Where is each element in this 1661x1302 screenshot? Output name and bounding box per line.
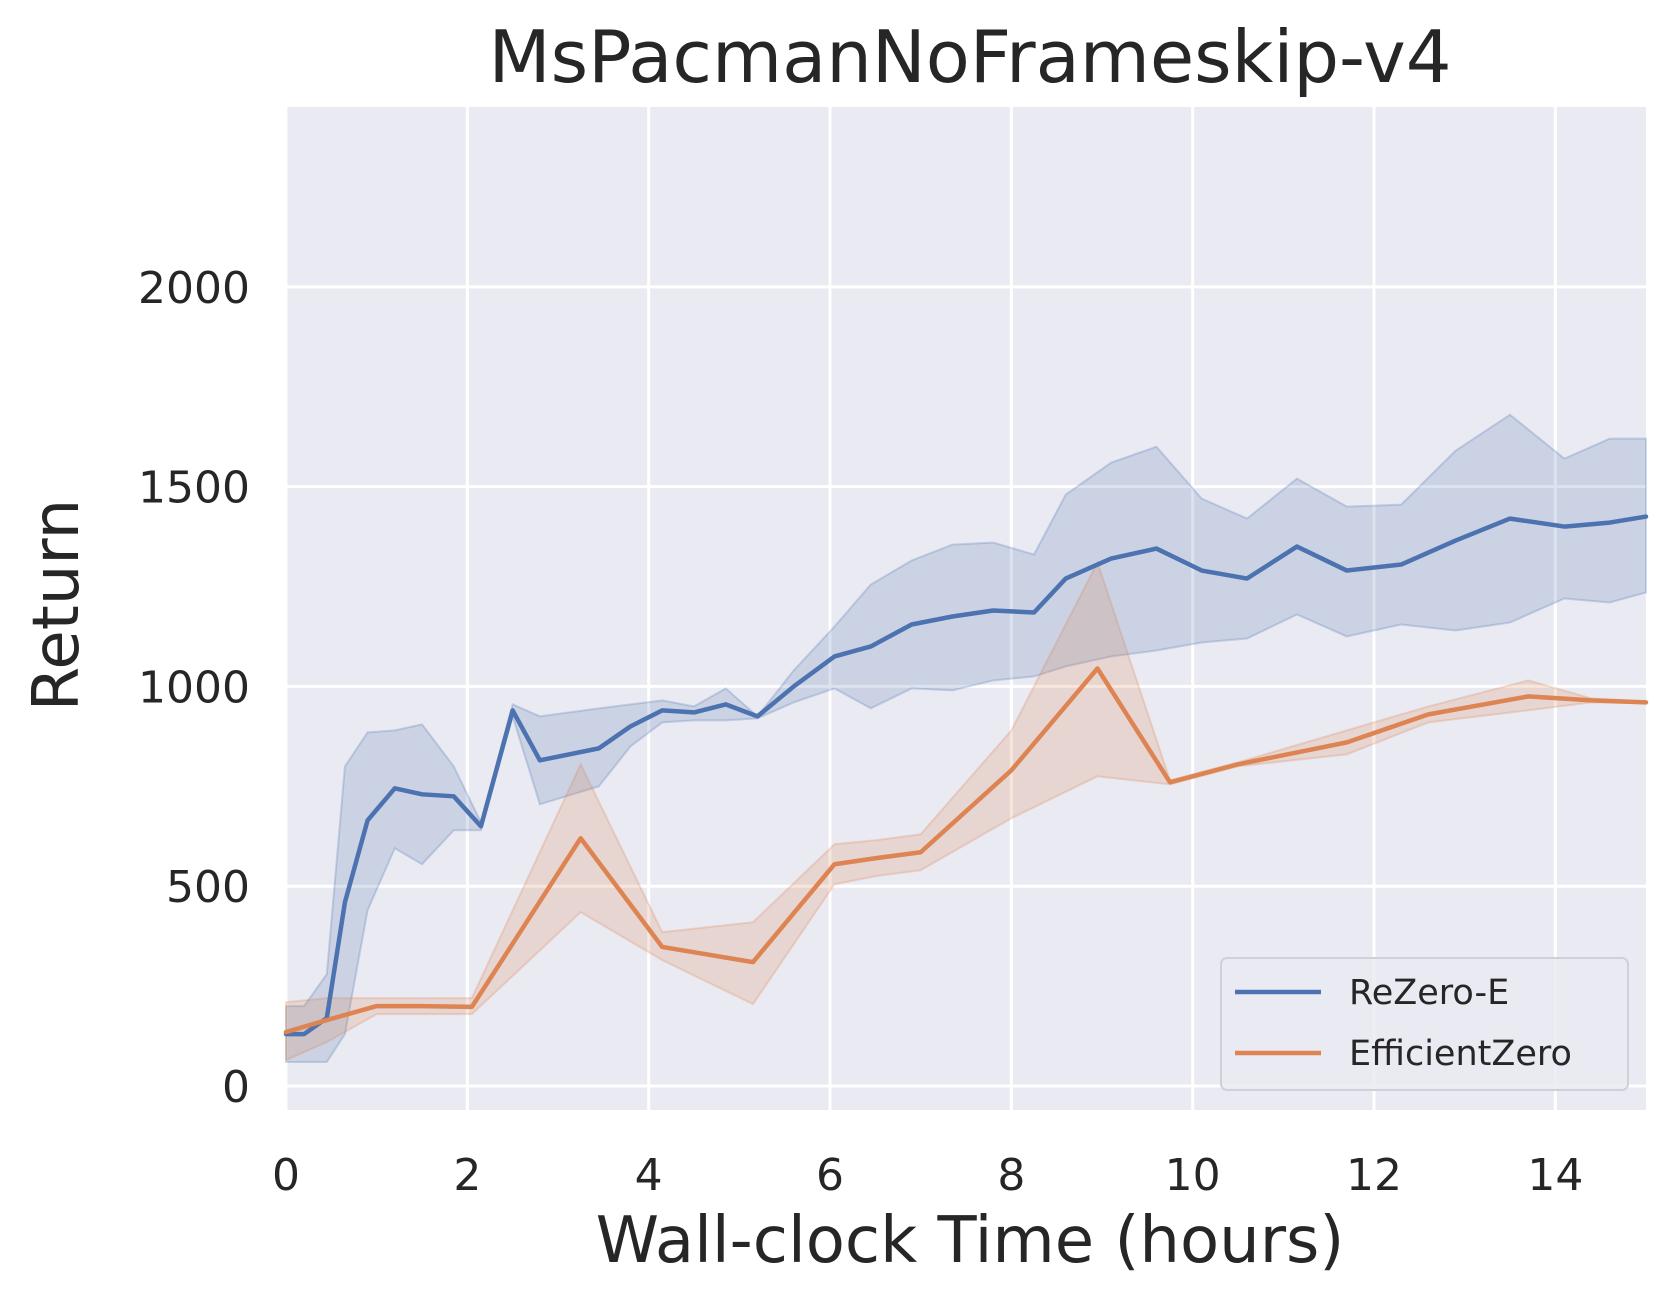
legend: ReZero-E EfficientZero xyxy=(1220,957,1629,1091)
x-axis-label: Wall-clock Time (hours) xyxy=(596,1204,1345,1278)
x-tick-label: 2 xyxy=(453,1150,481,1201)
series-lines xyxy=(283,514,1649,1037)
x-tick-label: 4 xyxy=(635,1150,663,1201)
x-tick-label: 0 xyxy=(272,1150,300,1201)
legend-label: ReZero-E xyxy=(1349,973,1509,1013)
grid xyxy=(284,107,1646,1110)
x-tick-label: 12 xyxy=(1346,1150,1402,1201)
x-tick-label: 10 xyxy=(1165,1150,1221,1201)
rezero-e-line xyxy=(283,514,1649,1037)
x-tick-label: 14 xyxy=(1527,1150,1583,1201)
x-tick-label: 8 xyxy=(997,1150,1025,1201)
legend-label: EfficientZero xyxy=(1349,1034,1572,1074)
x-tick-label: 6 xyxy=(816,1150,844,1201)
chart-title: MsPacmanNoFrameskip-v4 xyxy=(488,15,1451,99)
y-tick-labels: 0 500 1000 1500 2000 xyxy=(138,263,250,1113)
y-axis-label: Return xyxy=(20,499,94,711)
y-tick-label: 1500 xyxy=(138,463,250,514)
x-tick-labels: 0 2 4 6 8 10 12 14 xyxy=(272,1150,1583,1201)
y-tick-label: 0 xyxy=(222,1062,250,1113)
efficientzero-line xyxy=(283,666,1649,1035)
rezero-e-band xyxy=(285,413,1647,1064)
y-tick-label: 500 xyxy=(166,862,250,913)
y-tick-label: 1000 xyxy=(138,662,250,713)
legend-frame xyxy=(1220,957,1629,1091)
y-tick-label: 2000 xyxy=(138,263,250,314)
